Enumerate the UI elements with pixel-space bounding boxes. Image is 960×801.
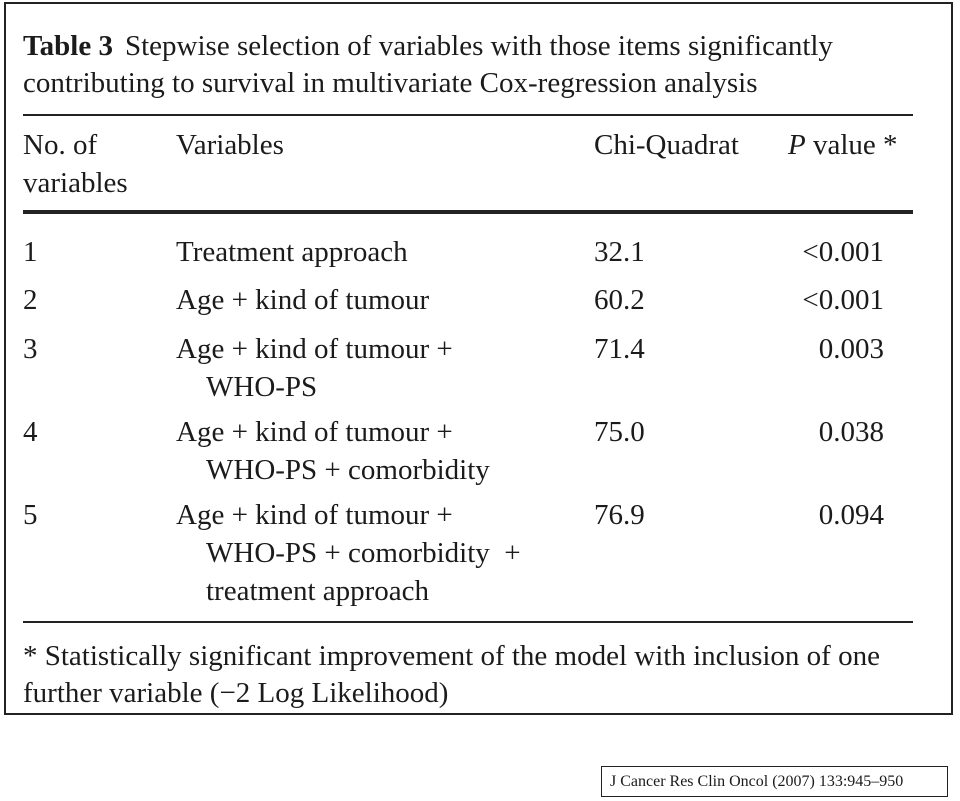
top-rule — [23, 114, 913, 116]
row-p: 0.003 — [818, 333, 884, 365]
row-p: 0.038 — [818, 416, 884, 448]
row-chi: 32.1 — [594, 236, 645, 268]
row-chi: 71.4 — [594, 333, 645, 365]
row-chi: 75.0 — [594, 416, 645, 448]
row-p: <0.001 — [802, 284, 884, 316]
row-p: <0.001 — [802, 236, 884, 268]
row-no: 4 — [23, 416, 38, 448]
table-caption: Table 3 Stepwise selection of variables w… — [23, 28, 923, 102]
header-chi-quadrat: Chi-Quadrat — [594, 129, 739, 161]
table-footnote: * Statistically significant improvement … — [23, 640, 880, 709]
row-variables: Age + kind of tumour + WHO-PS + comorbid… — [176, 416, 490, 486]
row-no: 2 — [23, 284, 38, 316]
table-caption-text: Stepwise selection of variables with tho… — [23, 30, 833, 99]
bottom-rule — [23, 621, 913, 623]
row-chi: 76.9 — [594, 499, 645, 531]
row-no: 3 — [23, 333, 38, 365]
table-frame: Table 3 Stepwise selection of variables w… — [4, 2, 953, 715]
header-rule — [23, 210, 913, 214]
header-variables: Variables — [176, 129, 284, 161]
table-label: Table 3 — [23, 30, 113, 62]
header-p-value: P value * — [788, 129, 898, 161]
row-variables: Age + kind of tumour + WHO-PS — [176, 333, 453, 403]
row-variables: Age + kind of tumour + WHO-PS + comorbid… — [176, 499, 521, 607]
row-chi: 60.2 — [594, 284, 645, 316]
row-variables: Treatment approach — [176, 236, 408, 268]
row-variables: Age + kind of tumour — [176, 284, 430, 316]
citation: J Cancer Res Clin Oncol (2007) 133:945–9… — [601, 766, 948, 797]
row-p: 0.094 — [818, 499, 884, 531]
header-no-of-variables: No. of variables — [23, 129, 128, 199]
row-no: 1 — [23, 236, 38, 268]
row-no: 5 — [23, 499, 38, 531]
